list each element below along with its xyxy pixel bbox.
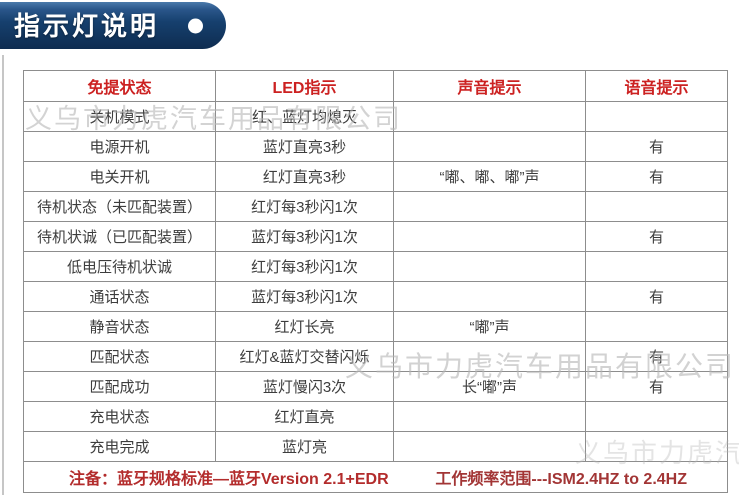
table-cell: 蓝灯慢闪3次	[215, 371, 394, 402]
table-cell: “嘟”声	[393, 311, 586, 342]
header-voice-prompt: 语音提示	[585, 70, 728, 102]
table-cell: 充电状态	[23, 401, 216, 432]
table-cell	[393, 131, 586, 162]
table-cell: 有	[585, 371, 728, 402]
table-cell	[393, 431, 586, 462]
table-cell: 长“嘟”声	[393, 371, 586, 402]
table-cell	[393, 401, 586, 432]
table-row: 电源开机 蓝灯直亮3秒 有	[23, 131, 728, 162]
table-cell: “嘟、嘟、嘟”声	[393, 161, 586, 192]
table-cell: 匹配状态	[23, 341, 216, 372]
table-row: 静音状态 红灯长亮 “嘟”声	[23, 311, 728, 342]
table-row: 通话状态 蓝灯每3秒闪1次 有	[23, 281, 728, 312]
table-cell	[585, 401, 728, 432]
table-cell: 红灯每3秒闪1次	[215, 251, 394, 282]
indicator-spec-table: 免提状态 LED指示 声音提示 语音提示 关机模式 红、蓝灯均熄灭 电源开机 蓝…	[23, 70, 728, 493]
table-cell: 有	[585, 161, 728, 192]
table-cell	[585, 191, 728, 222]
table-cell: 蓝灯每3秒闪1次	[215, 281, 394, 312]
table-cell	[585, 431, 728, 462]
table-row: 充电完成 蓝灯亮	[23, 431, 728, 462]
table-cell: 关机模式	[23, 101, 216, 132]
header-led-indication: LED指示	[215, 70, 394, 102]
table-cell	[393, 191, 586, 222]
table-cell: 有	[585, 221, 728, 252]
table-cell: 红灯每3秒闪1次	[215, 191, 394, 222]
table-row: 匹配状态 红灯&蓝灯交替闪烁 有	[23, 341, 728, 372]
note-bluetooth-standard: 注备：蓝牙规格标准—蓝牙Version 2.1+EDR	[69, 471, 389, 488]
table-cell: 红灯直亮	[215, 401, 394, 432]
table-cell	[585, 311, 728, 342]
table-cell: 待机状诚（已匹配装置）	[23, 221, 216, 252]
page-edge-line	[2, 55, 4, 495]
table-cell: 待机状态（未匹配装置）	[23, 191, 216, 222]
table-cell: 蓝灯每3秒闪1次	[215, 221, 394, 252]
table-cell: 有	[585, 281, 728, 312]
table-cell	[393, 101, 586, 132]
header-sound-prompt: 声音提示	[393, 70, 586, 102]
table-cell: 静音状态	[23, 311, 216, 342]
table-cell: 低电压待机状诚	[23, 251, 216, 282]
table-header-row: 免提状态 LED指示 声音提示 语音提示	[23, 70, 728, 102]
table-row: 待机状态（未匹配装置） 红灯每3秒闪1次	[23, 191, 728, 222]
table-row: 待机状诚（已匹配装置） 蓝灯每3秒闪1次 有	[23, 221, 728, 252]
table-cell: 蓝灯直亮3秒	[215, 131, 394, 162]
table-cell: 红灯直亮3秒	[215, 161, 394, 192]
table-cell	[585, 251, 728, 282]
table-row: 匹配成功 蓝灯慢闪3次 长“嘟”声 有	[23, 371, 728, 402]
table-cell	[585, 101, 728, 132]
table-row: 电关开机 红灯直亮3秒 “嘟、嘟、嘟”声 有	[23, 161, 728, 192]
table-row: 充电状态 红灯直亮	[23, 401, 728, 432]
table-cell: 红、蓝灯均熄灭	[215, 101, 394, 132]
note-frequency-range: 工作频率范围---ISM2.4HZ to 2.4HZ	[435, 471, 687, 488]
table-cell	[393, 341, 586, 372]
table-cell: 通话状态	[23, 281, 216, 312]
bullet-dot-icon	[188, 18, 203, 33]
table-cell: 有	[585, 131, 728, 162]
note-cell: 注备：蓝牙规格标准—蓝牙Version 2.1+EDR 工作频率范围---ISM…	[23, 461, 728, 493]
table-cell: 电关开机	[23, 161, 216, 192]
table-cell	[393, 281, 586, 312]
table-cell: 匹配成功	[23, 371, 216, 402]
table-cell: 红灯长亮	[215, 311, 394, 342]
page-title: 指示灯说明	[14, 10, 160, 41]
table-cell	[393, 221, 586, 252]
table-row: 低电压待机状诚 红灯每3秒闪1次	[23, 251, 728, 282]
table-cell: 有	[585, 341, 728, 372]
table-note-row: 注备：蓝牙规格标准—蓝牙Version 2.1+EDR 工作频率范围---ISM…	[23, 461, 728, 493]
header-handsfree-status: 免提状态	[23, 70, 216, 102]
table-cell: 蓝灯亮	[215, 431, 394, 462]
table-cell: 充电完成	[23, 431, 216, 462]
table-row: 关机模式 红、蓝灯均熄灭	[23, 101, 728, 132]
table-cell	[393, 251, 586, 282]
table-cell: 红灯&蓝灯交替闪烁	[215, 341, 394, 372]
title-banner: 指示灯说明	[0, 2, 226, 49]
table-cell: 电源开机	[23, 131, 216, 162]
